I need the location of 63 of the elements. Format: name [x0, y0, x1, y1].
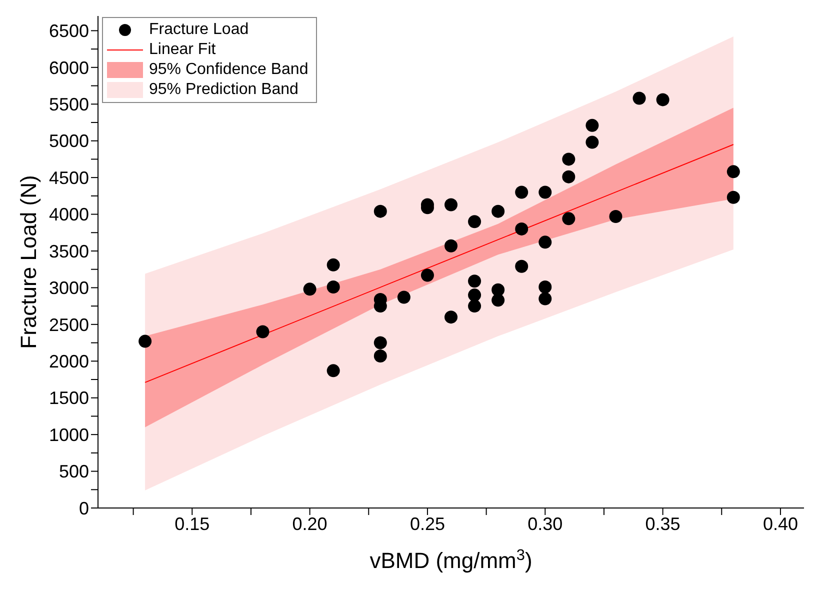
x-axis-title: vBMD (mg/mm$^{3}$): [370, 546, 532, 573]
point: [515, 222, 528, 236]
x-tick-label: 0.25: [410, 514, 445, 534]
point: [586, 118, 599, 132]
y-tick-label: 500: [58, 462, 89, 482]
y-tick-label: 2000: [48, 352, 89, 372]
point: [609, 210, 622, 223]
point: [538, 280, 552, 294]
y-tick-label: 4000: [48, 204, 89, 225]
x-tick-label: 0.30: [528, 514, 563, 534]
point: [444, 239, 458, 252]
legend-label: Linear Fit: [149, 40, 216, 60]
point: [444, 310, 458, 324]
y-axis-title: Fracture Load (N): [16, 175, 41, 349]
legend-label: Fracture Load: [149, 20, 249, 40]
point: [303, 282, 316, 296]
point: [468, 300, 482, 313]
point: [326, 258, 340, 272]
point: [138, 334, 152, 348]
point: [656, 93, 670, 106]
point: [374, 336, 387, 350]
point: [420, 268, 434, 282]
point: [515, 260, 528, 273]
legend-label: 95% Prediction Band: [149, 80, 298, 100]
x-tick-label: 0.20: [292, 514, 328, 534]
point: [538, 236, 552, 249]
legend-label: 95% Confidence Band: [149, 60, 308, 80]
point: [326, 280, 340, 294]
y-tick-label: 1000: [48, 424, 89, 445]
y-tick-label: 6500: [48, 21, 89, 42]
y-tick-label: 1500: [48, 388, 89, 408]
point: [468, 215, 482, 228]
point: [468, 288, 482, 302]
point: [397, 290, 410, 304]
point: [538, 186, 552, 199]
y-tick-label: 5000: [48, 131, 89, 152]
point: [444, 198, 458, 212]
point: [492, 204, 505, 218]
point: [632, 92, 646, 105]
y-tick-label: 3000: [48, 278, 89, 298]
point: [726, 165, 740, 178]
point: [726, 190, 740, 204]
y-tick-label: 5500: [48, 94, 89, 115]
point: [586, 136, 599, 149]
point: [562, 152, 576, 166]
point: [256, 325, 270, 338]
point: [374, 204, 387, 218]
point: [468, 274, 482, 288]
point: [562, 170, 576, 184]
point: [562, 212, 576, 226]
y-tick-label: 2500: [48, 314, 89, 335]
point: [538, 292, 552, 306]
y-tick-label: 0: [78, 498, 89, 518]
y-tick-label: 6000: [48, 58, 89, 78]
x-tick-label: 0.40: [762, 514, 798, 534]
point: [515, 186, 528, 199]
point: [374, 349, 387, 362]
x-tick-label: 0.15: [174, 514, 210, 534]
x-tick-label: 0.35: [645, 514, 680, 534]
y-tick-label: 4500: [48, 168, 89, 188]
point: [492, 294, 505, 307]
point: [326, 364, 340, 378]
y-tick-label: 3500: [48, 241, 89, 262]
